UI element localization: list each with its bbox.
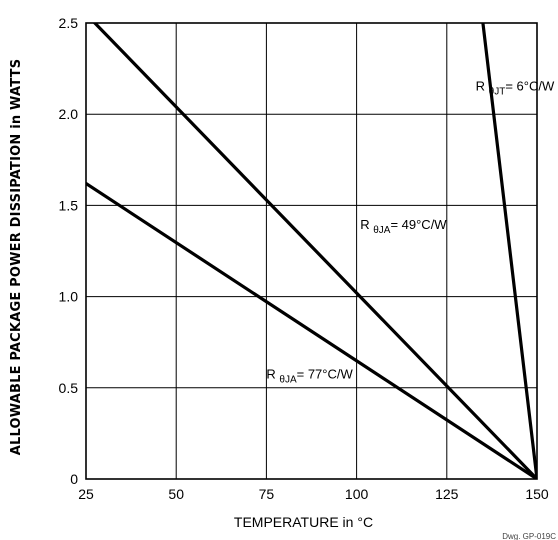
x-axis-title: TEMPERATURE in °C (234, 514, 373, 530)
x-tick-label: 125 (435, 486, 459, 502)
series-line-1 (86, 181, 537, 479)
y-tick-label: 1.5 (59, 197, 79, 213)
annotations: R θJT= 6°C/W R θJA= 49°C/W R θJA= 77°C/W (266, 78, 555, 385)
series-line-3 (481, 23, 537, 479)
y-tick-label: 2.0 (59, 106, 79, 122)
y-tick-label: 1.0 (59, 289, 79, 305)
series-group (86, 23, 537, 479)
y-axis-title: ALLOWABLE PACKAGE POWER DISSIPATION in W… (9, 59, 24, 456)
y-tick-label: 0 (70, 471, 78, 487)
x-tick-label: 150 (525, 486, 549, 502)
x-tick-label: 100 (345, 486, 369, 502)
y-tick-label: 0.5 (59, 380, 79, 396)
y-tick-label: 2.5 (59, 15, 79, 31)
drawing-number: Dwg. GP-019C (502, 532, 556, 540)
x-tick-label: 50 (168, 486, 184, 502)
x-tick-labels: 25 50 75 100 125 150 (78, 486, 549, 502)
y-tick-labels: 0 0.5 1.0 1.5 2.0 2.5 (59, 15, 79, 487)
thermal-resistance-label: R θJA= 49°C/W (360, 217, 447, 236)
x-tick-label: 25 (78, 486, 94, 502)
plot-frame (85, 22, 538, 480)
thermal-resistance-label: R θJA= 77°C/W (266, 367, 353, 386)
thermal-resistance-label: R θJT= 6°C/W (476, 78, 555, 97)
x-tick-label: 75 (259, 486, 275, 502)
series-line-2 (92, 23, 537, 479)
